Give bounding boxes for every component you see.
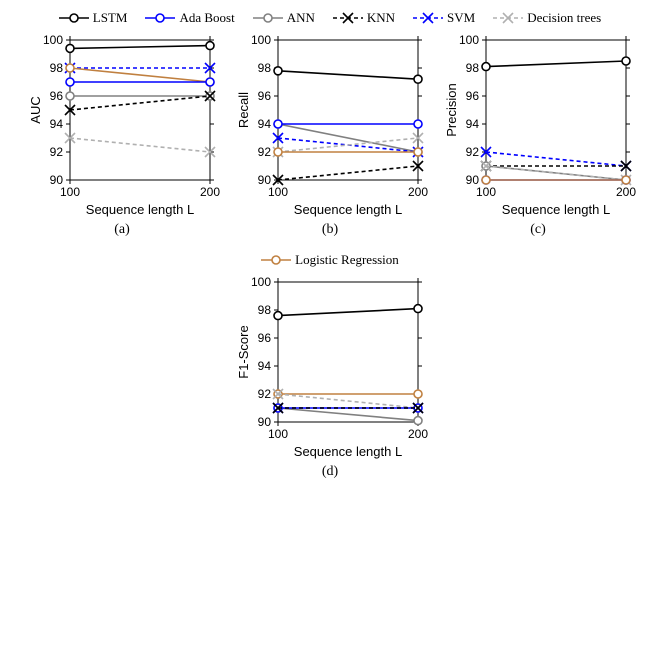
svg-text:98: 98 <box>258 61 272 75</box>
legend-item-dt: Decision trees <box>493 10 601 26</box>
panel-c: 9092949698100100200Sequence length LPrec… <box>438 30 638 238</box>
svg-text:200: 200 <box>408 427 428 441</box>
svg-text:Precision: Precision <box>444 83 459 136</box>
chart-c: 9092949698100100200Sequence length LPrec… <box>438 30 638 220</box>
svg-text:100: 100 <box>268 427 288 441</box>
svg-text:100: 100 <box>459 33 479 47</box>
legend-label-lstm: LSTM <box>93 10 128 26</box>
caption-d: (d) <box>322 464 338 480</box>
chart-a: 9092949698100100200Sequence length LAUC <box>22 30 222 220</box>
svg-text:F1-Score: F1-Score <box>236 325 251 378</box>
svg-text:100: 100 <box>43 33 63 47</box>
svg-text:100: 100 <box>268 185 288 199</box>
caption-c: (c) <box>530 222 546 238</box>
svg-text:100: 100 <box>251 33 271 47</box>
svg-text:100: 100 <box>60 185 80 199</box>
svg-text:98: 98 <box>258 303 272 317</box>
legend-bottom: Logistic Regression <box>10 252 650 268</box>
legend-label-ada: Ada Boost <box>179 10 234 26</box>
panel-d: 9092949698100100200Sequence length LF1-S… <box>230 272 430 480</box>
svg-text:Recall: Recall <box>236 92 251 128</box>
svg-text:100: 100 <box>476 185 496 199</box>
svg-text:96: 96 <box>258 89 272 103</box>
legend-label-dt: Decision trees <box>527 10 601 26</box>
legend-top: LSTM Ada Boost ANN KNN SVM Decision trees <box>10 10 650 26</box>
svg-text:98: 98 <box>50 61 64 75</box>
svg-text:Sequence length L: Sequence length L <box>86 202 194 217</box>
svg-text:92: 92 <box>258 145 272 159</box>
chart-d: 9092949698100100200Sequence length LF1-S… <box>230 272 430 462</box>
caption-a: (a) <box>114 222 130 238</box>
row-bottom: 9092949698100100200Sequence length LF1-S… <box>10 272 650 480</box>
svg-text:94: 94 <box>258 117 272 131</box>
svg-text:92: 92 <box>466 145 480 159</box>
legend-label-knn: KNN <box>367 10 395 26</box>
legend-item-svm: SVM <box>413 10 475 26</box>
panel-a: 9092949698100100200Sequence length LAUC … <box>22 30 222 238</box>
svg-text:96: 96 <box>50 89 64 103</box>
legend-item-lr: Logistic Regression <box>261 252 399 268</box>
legend-label-svm: SVM <box>447 10 475 26</box>
legend-label-lr: Logistic Regression <box>295 252 399 268</box>
panel-b: 9092949698100100200Sequence length LReca… <box>230 30 430 238</box>
svg-text:92: 92 <box>258 387 272 401</box>
svg-text:200: 200 <box>200 185 220 199</box>
svg-text:94: 94 <box>50 117 64 131</box>
legend-item-lstm: LSTM <box>59 10 128 26</box>
legend-label-ann: ANN <box>287 10 315 26</box>
svg-text:AUC: AUC <box>28 96 43 123</box>
svg-text:200: 200 <box>616 185 636 199</box>
row-top: 9092949698100100200Sequence length LAUC … <box>10 30 650 238</box>
svg-text:Sequence length L: Sequence length L <box>294 202 402 217</box>
svg-text:Sequence length L: Sequence length L <box>502 202 610 217</box>
svg-text:94: 94 <box>466 117 480 131</box>
svg-text:98: 98 <box>466 61 480 75</box>
legend-item-ann: ANN <box>253 10 315 26</box>
svg-text:94: 94 <box>258 359 272 373</box>
legend-item-knn: KNN <box>333 10 395 26</box>
svg-text:96: 96 <box>258 331 272 345</box>
svg-text:92: 92 <box>50 145 64 159</box>
chart-b: 9092949698100100200Sequence length LReca… <box>230 30 430 220</box>
svg-text:96: 96 <box>466 89 480 103</box>
svg-text:Sequence length L: Sequence length L <box>294 444 402 459</box>
legend-item-ada: Ada Boost <box>145 10 234 26</box>
caption-b: (b) <box>322 222 338 238</box>
svg-text:100: 100 <box>251 275 271 289</box>
svg-text:200: 200 <box>408 185 428 199</box>
